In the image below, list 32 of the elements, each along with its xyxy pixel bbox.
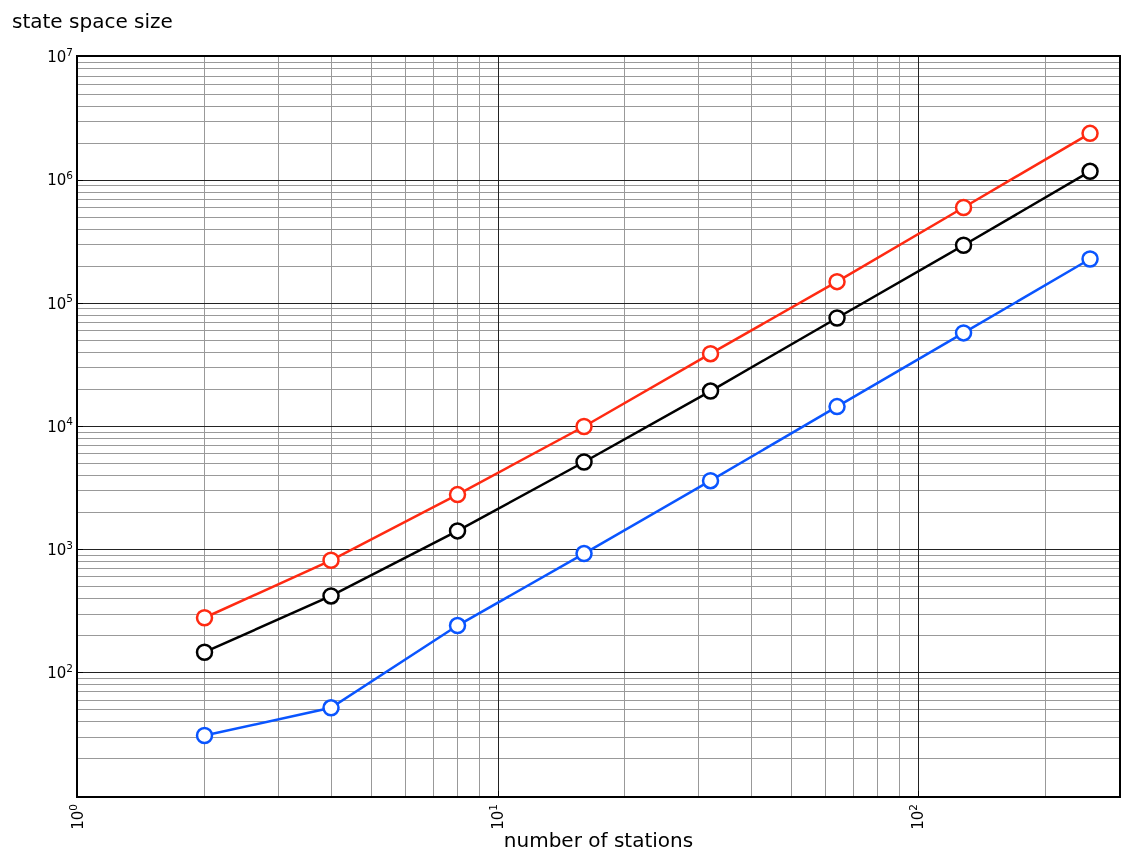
point [954, 236, 973, 255]
point [575, 417, 593, 436]
point [195, 609, 214, 627]
y-tick-label: 10$^{7}$ [47, 45, 73, 67]
point [575, 453, 593, 471]
point [195, 726, 214, 745]
point [448, 522, 467, 540]
point [322, 699, 340, 717]
point [322, 551, 340, 570]
point [448, 485, 467, 504]
y-tick-label: 10$^{4}$ [47, 415, 74, 436]
point [1081, 250, 1099, 268]
point [195, 643, 214, 661]
point [701, 382, 720, 400]
point [954, 324, 973, 342]
point [701, 344, 720, 363]
point [954, 198, 973, 217]
y-tick-label: 10$^{2}$ [47, 661, 73, 683]
point [322, 587, 340, 605]
point [1081, 124, 1099, 143]
point [828, 272, 846, 291]
point [828, 309, 846, 327]
y-tick-label: 10$^{5}$ [47, 292, 73, 313]
x-axis-title: number of stations [503, 828, 694, 852]
point [1081, 162, 1099, 181]
y-axis-title: state space size [12, 9, 173, 33]
point [828, 397, 846, 416]
point [448, 616, 467, 635]
y-tick-label: 10$^{3}$ [47, 538, 73, 559]
point [575, 544, 593, 563]
y-tick-label: 10$^{6}$ [47, 169, 74, 190]
point [701, 471, 720, 490]
